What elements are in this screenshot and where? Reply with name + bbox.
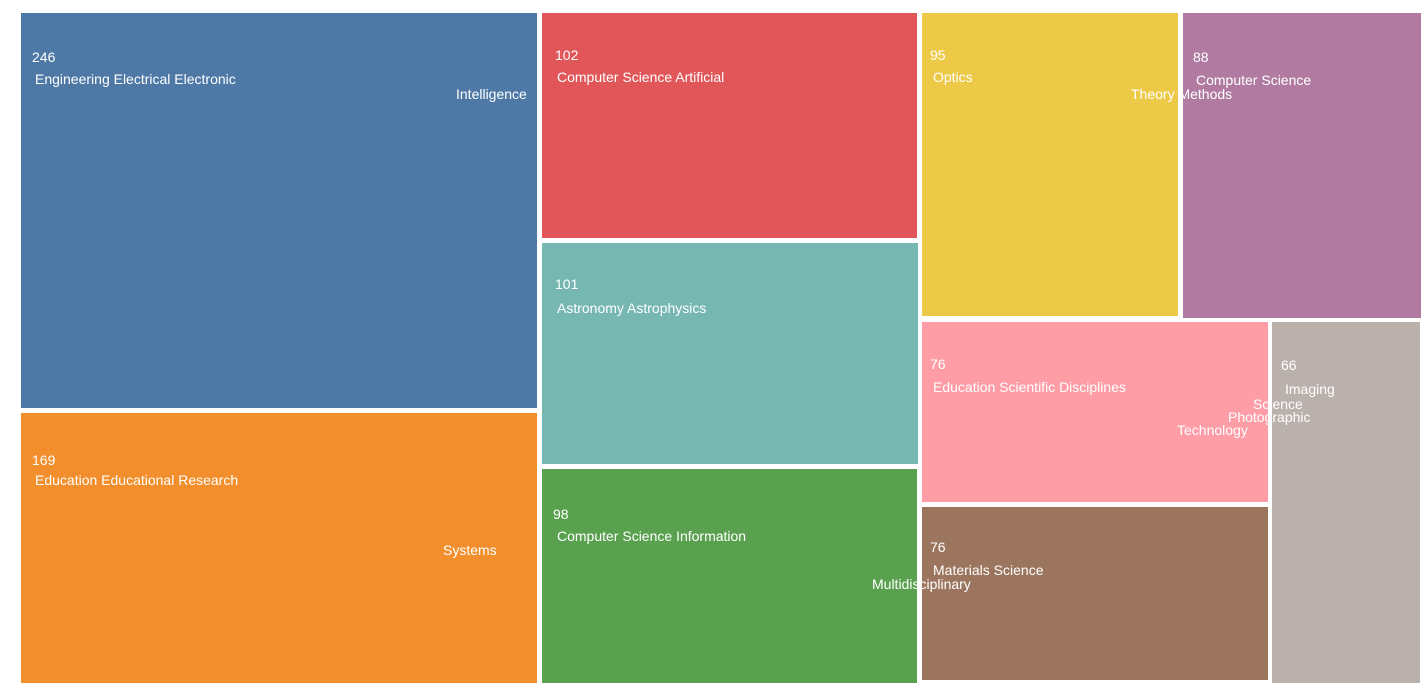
tile-value: 169: [32, 452, 56, 468]
tile-value: 101: [555, 276, 579, 292]
tile-label-line: Computer Science: [1196, 72, 1312, 88]
treemap-tile-optics: 95 Optics: [922, 13, 1178, 316]
tile-value: 76: [930, 539, 946, 555]
tile-value: 102: [555, 47, 579, 63]
tile-label-line: Imaging: [1285, 381, 1335, 397]
tile-label-line: Education Scientific Disciplines: [933, 379, 1126, 395]
tile-label-line: Materials Science: [933, 562, 1044, 578]
treemap-tile-education-scientific-disciplines: 76 Education Scientific Disciplines: [922, 322, 1268, 502]
tile-label-line: Computer Science Information: [557, 528, 747, 544]
tile-label-line: Education Educational Research: [35, 472, 239, 488]
treemap-tile-computer-science-information-systems: 98 Computer Science Information Systems: [443, 469, 917, 683]
tile-value: 76: [930, 356, 946, 372]
tile-label-line: Astronomy Astrophysics: [557, 300, 707, 316]
treemap-tile-astronomy-astrophysics: 101 Astronomy Astrophysics: [542, 243, 918, 464]
treemap-tile-education-educational-research: 169 Education Educational Research: [21, 413, 537, 683]
tile-label-line: Computer Science Artificial: [557, 69, 725, 85]
tile-label-line: Engineering Electrical Electronic: [35, 71, 236, 87]
tile-value: 98: [553, 506, 569, 522]
treemap-tile-engineering-electrical-electronic: 246 Engineering Electrical Electronic: [21, 13, 537, 408]
treemap-tile-computer-science-theory-methods: 88 Computer Science Theory Methods: [1131, 13, 1421, 318]
treemap-tile-computer-science-artificial-intelligence: 102 Computer Science Artificial Intelligen…: [456, 13, 917, 238]
tile-label-line: Optics: [933, 69, 973, 85]
tile-value: 246: [32, 49, 56, 65]
treemap-tile-materials-science-multidisciplinary: 76 Materials Science Multidisciplinary: [872, 507, 1268, 680]
tile-value: 88: [1193, 49, 1209, 65]
tile-value: 66: [1281, 357, 1297, 373]
treemap-tile-imaging-science-photographic-technology: 66 Imaging Science Photographic Technology: [1177, 322, 1420, 683]
tile-value: 95: [930, 47, 946, 63]
